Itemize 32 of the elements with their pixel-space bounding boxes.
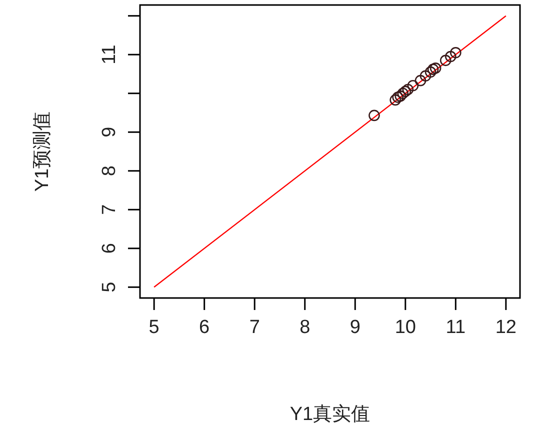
x-tick-label: 6 — [199, 317, 210, 338]
point — [397, 88, 409, 100]
y-tick-label: 8 — [99, 166, 120, 176]
point — [394, 90, 406, 102]
point — [430, 62, 442, 74]
x-tick-label: 8 — [300, 317, 310, 338]
point — [440, 54, 452, 66]
point — [390, 94, 401, 106]
x-tick-label: 11 — [446, 317, 466, 338]
x-tick-label: 5 — [148, 317, 160, 338]
point — [407, 80, 419, 92]
y-tick-label: 9 — [99, 126, 120, 138]
x-tick-label: 12 — [495, 317, 516, 338]
point — [444, 50, 456, 62]
point — [450, 47, 462, 58]
point — [420, 70, 432, 82]
y-axis-title: Y1预测值 — [32, 111, 53, 192]
y-tick-label: 7 — [99, 204, 120, 215]
point — [400, 86, 412, 98]
x-tick-label: 7 — [249, 317, 260, 338]
point — [414, 74, 426, 86]
y-tick-label: 6 — [99, 243, 120, 254]
point — [392, 92, 404, 103]
x-tick-label: 10 — [394, 317, 416, 338]
point — [427, 64, 439, 75]
point — [402, 84, 414, 96]
y-tick-label: 5 — [99, 282, 120, 292]
y-tick-label: 11 — [99, 44, 120, 64]
point — [424, 66, 436, 78]
point — [368, 110, 380, 122]
x-tick-label: 9 — [350, 317, 360, 338]
x-axis-title: Y1真实值 — [290, 403, 370, 425]
